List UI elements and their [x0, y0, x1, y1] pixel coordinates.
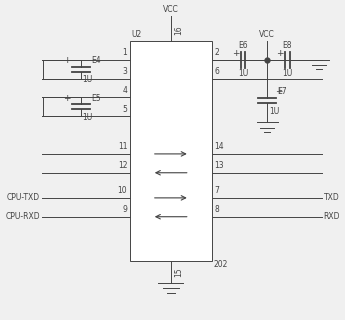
Bar — [130, 41, 212, 261]
Text: 9: 9 — [122, 205, 127, 214]
Text: +: + — [63, 94, 70, 103]
Text: 11: 11 — [118, 142, 127, 151]
Text: 5: 5 — [122, 105, 127, 114]
Text: +: + — [63, 56, 70, 65]
Text: 15: 15 — [175, 267, 184, 276]
Text: E7: E7 — [278, 87, 287, 96]
Text: 10: 10 — [118, 186, 127, 196]
Text: RXD: RXD — [324, 212, 340, 221]
Text: +: + — [276, 49, 283, 58]
Text: 1U: 1U — [282, 69, 293, 78]
Text: 1U: 1U — [82, 76, 93, 84]
Text: E5: E5 — [91, 94, 101, 103]
Text: 1U: 1U — [82, 113, 93, 122]
Text: 13: 13 — [214, 161, 224, 170]
Text: +: + — [231, 49, 239, 58]
Text: 6: 6 — [214, 67, 219, 76]
Text: 4: 4 — [122, 86, 127, 95]
Text: VCC: VCC — [259, 30, 275, 39]
Text: TXD: TXD — [324, 193, 339, 202]
Text: 3: 3 — [122, 67, 127, 76]
Text: 8: 8 — [214, 205, 219, 214]
Text: +: + — [275, 87, 283, 96]
Text: 1: 1 — [122, 48, 127, 57]
Text: E4: E4 — [91, 56, 101, 65]
Text: 16: 16 — [175, 25, 184, 35]
Text: 12: 12 — [118, 161, 127, 170]
Text: 7: 7 — [214, 186, 219, 196]
Text: 14: 14 — [214, 142, 224, 151]
Text: E6: E6 — [238, 41, 248, 50]
Text: CPU-RXD: CPU-RXD — [6, 212, 40, 221]
Text: E8: E8 — [283, 41, 292, 50]
Text: VCC: VCC — [163, 5, 179, 14]
Text: 2: 2 — [214, 48, 219, 57]
Text: CPU-TXD: CPU-TXD — [7, 193, 40, 202]
Text: U2: U2 — [131, 30, 142, 39]
Text: 202: 202 — [213, 260, 228, 269]
Text: 1U: 1U — [269, 107, 279, 116]
Text: 1U: 1U — [238, 69, 248, 78]
